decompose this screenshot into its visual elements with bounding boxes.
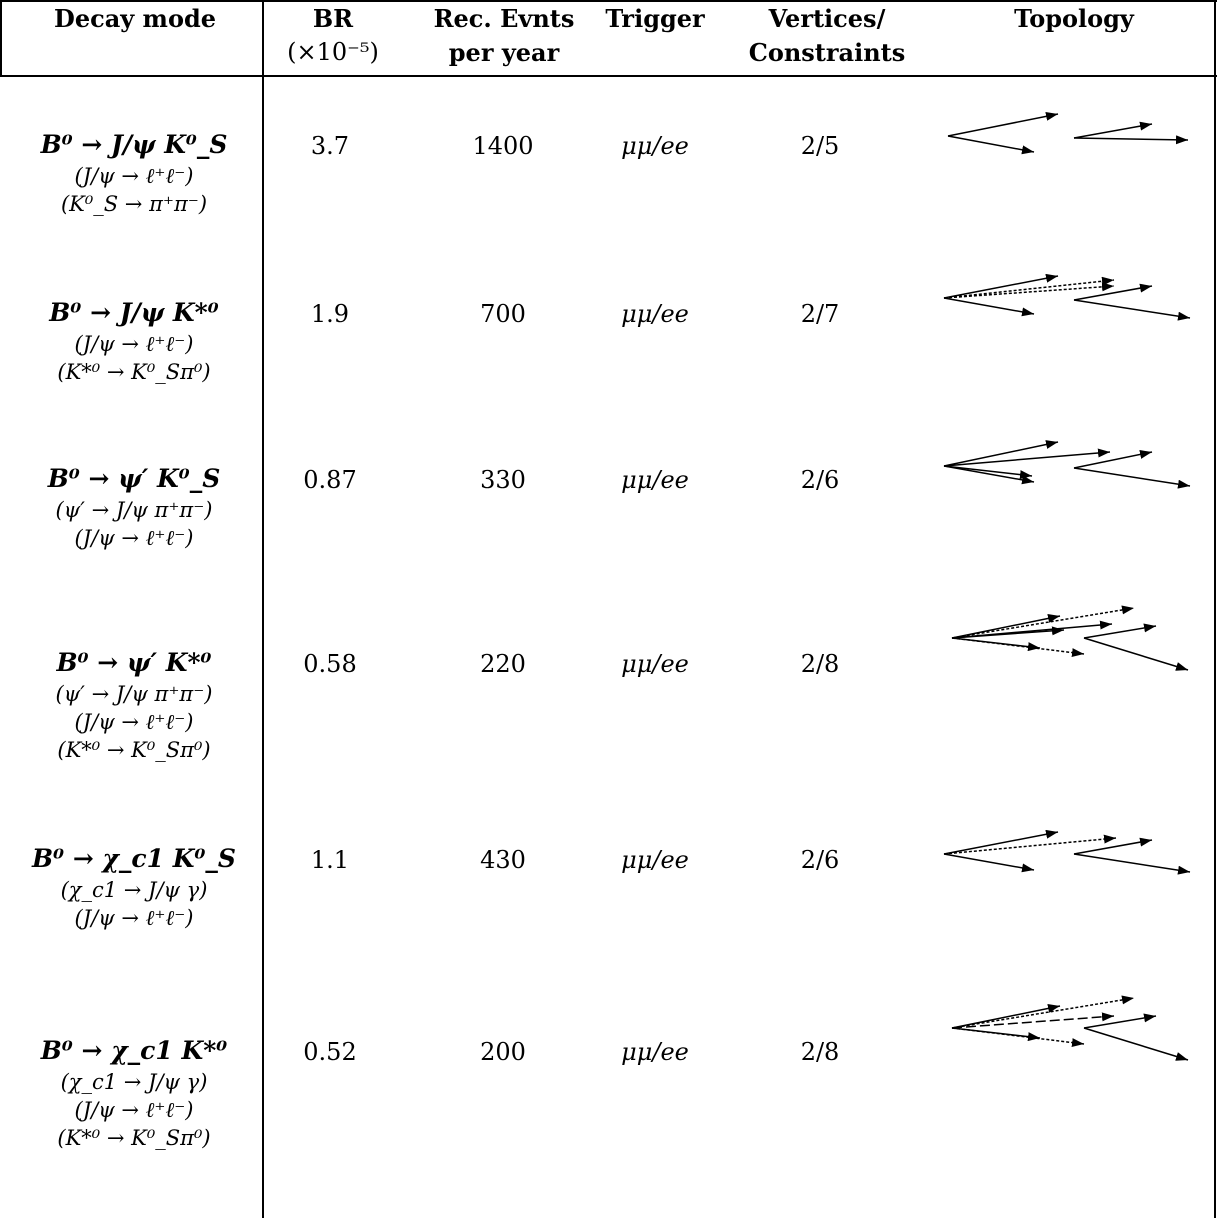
top-rule [0, 0, 1217, 2]
decay-mode-cell: B⁰ → χ_c1 K*⁰ (χ_c1 → J/ψ γ) (J/ψ → ℓ⁺ℓ⁻… [6, 1034, 262, 1152]
br-value: 3.7 [310, 132, 350, 160]
header-vertices: Vertices/ [768, 4, 886, 33]
trigger-value: μμ/ee [621, 650, 689, 678]
header-constraints: Constraints [748, 38, 906, 67]
decay-mode-main: B⁰ → J/ψ K*⁰ [49, 298, 219, 327]
events-value: 200 [480, 1038, 526, 1066]
header-rule [0, 75, 1217, 77]
decay-mode-cell: B⁰ → ψ′ K*⁰ (ψ′ → J/ψ π⁺π⁻) (J/ψ → ℓ⁺ℓ⁻)… [6, 646, 262, 764]
subdecay: (J/ψ → ℓ⁺ℓ⁻) [74, 906, 194, 930]
header-events: Rec. Evnts [433, 4, 575, 33]
br-value: 0.52 [303, 1038, 357, 1066]
decay-mode-cell: B⁰ → J/ψ K⁰_S (J/ψ → ℓ⁺ℓ⁻) (K⁰_S → π⁺π⁻) [6, 128, 262, 218]
vertices-value: 2/5 [800, 132, 840, 160]
events-value: 220 [480, 650, 526, 678]
events-value: 700 [480, 300, 526, 328]
decay-mode-cell: B⁰ → ψ′ K⁰_S (ψ′ → J/ψ π⁺π⁻) (J/ψ → ℓ⁺ℓ⁻… [6, 462, 262, 552]
header-events-unit: per year [448, 38, 560, 67]
subdecay: (K*⁰ → K⁰_Sπ⁰) [57, 360, 211, 384]
topology-icon [951, 995, 1189, 1061]
trigger-value: μμ/ee [621, 132, 689, 160]
right-rule [1214, 0, 1216, 1218]
subdecay: (J/ψ → ℓ⁺ℓ⁻) [74, 1098, 194, 1122]
decay-mode-main: B⁰ → χ_c1 K*⁰ [40, 1036, 228, 1065]
decay-mode-main: B⁰ → ψ′ K*⁰ [56, 648, 212, 677]
trigger-value: μμ/ee [621, 846, 689, 874]
topology-icon [951, 605, 1189, 671]
vertices-value: 2/7 [800, 300, 840, 328]
decay-mode-cell: B⁰ → J/ψ K*⁰ (J/ψ → ℓ⁺ℓ⁻) (K*⁰ → K⁰_Sπ⁰) [6, 296, 262, 386]
subdecay: (K*⁰ → K⁰_Sπ⁰) [57, 738, 211, 762]
subdecay: (ψ′ → J/ψ π⁺π⁻) [55, 498, 213, 522]
header-trigger: Trigger [605, 4, 705, 33]
header-decay-mode: Decay mode [54, 4, 216, 33]
vertices-value: 2/6 [800, 466, 840, 494]
events-value: 1400 [472, 132, 534, 160]
topology-icon [943, 273, 1191, 321]
events-value: 330 [480, 466, 526, 494]
subdecay: (J/ψ → ℓ⁺ℓ⁻) [74, 164, 194, 188]
topology-icon [943, 829, 1191, 875]
subdecay: (J/ψ → ℓ⁺ℓ⁻) [74, 332, 194, 356]
column-divider [262, 0, 264, 1218]
br-value: 1.1 [310, 846, 350, 874]
subdecay: (K⁰_S → π⁺π⁻) [60, 192, 208, 216]
trigger-value: μμ/ee [621, 466, 689, 494]
header-br-unit: (×10⁻⁵) [287, 38, 379, 66]
trigger-value: μμ/ee [621, 1038, 689, 1066]
br-value: 1.9 [310, 300, 350, 328]
subdecay: (J/ψ → ℓ⁺ℓ⁻) [74, 526, 194, 550]
trigger-value: μμ/ee [621, 300, 689, 328]
subdecay: (χ_c1 → J/ψ γ) [60, 1070, 208, 1094]
subdecay: (χ_c1 → J/ψ γ) [60, 878, 208, 902]
br-value: 0.58 [303, 650, 357, 678]
events-value: 430 [480, 846, 526, 874]
br-value: 0.87 [303, 466, 357, 494]
subdecay: (ψ′ → J/ψ π⁺π⁻) [55, 682, 213, 706]
vertices-value: 2/6 [800, 846, 840, 874]
subdecay: (K*⁰ → K⁰_Sπ⁰) [57, 1126, 211, 1150]
topology-icon [943, 440, 1191, 489]
topology-icon [947, 111, 1189, 155]
vertices-value: 2/8 [800, 650, 840, 678]
vertices-value: 2/8 [800, 1038, 840, 1066]
decay-mode-main: B⁰ → ψ′ K⁰_S [47, 464, 221, 493]
decay-mode-main: B⁰ → χ_c1 K⁰_S [32, 844, 236, 873]
decay-mode-main: B⁰ → J/ψ K⁰_S [40, 130, 228, 159]
header-br: BR [312, 4, 354, 33]
decay-mode-cell: B⁰ → χ_c1 K⁰_S (χ_c1 → J/ψ γ) (J/ψ → ℓ⁺ℓ… [6, 842, 262, 932]
left-rule [0, 0, 2, 77]
header-topology: Topology [1014, 4, 1134, 33]
subdecay: (J/ψ → ℓ⁺ℓ⁻) [74, 710, 194, 734]
